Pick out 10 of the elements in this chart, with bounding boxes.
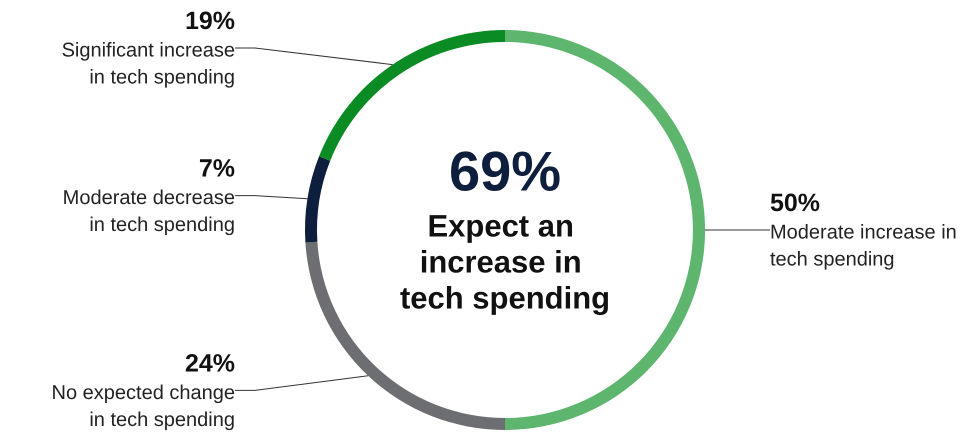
- text: Expect an increase in tech spending: [400, 208, 610, 316]
- text: 69%: [448, 140, 562, 202]
- slice-label: Significant increase in tech spending: [62, 40, 235, 89]
- data-label: 7%: [198, 154, 235, 183]
- data-label: 24%: [184, 349, 235, 378]
- slice-label: Moderate increase in tech spending: [770, 222, 957, 270]
- data-label: 19%: [184, 7, 235, 36]
- slice-label: No expected change in tech spending: [52, 382, 235, 431]
- data-label: 50%: [770, 189, 820, 217]
- slice-label: Moderate decrease in tech spending: [62, 187, 235, 236]
